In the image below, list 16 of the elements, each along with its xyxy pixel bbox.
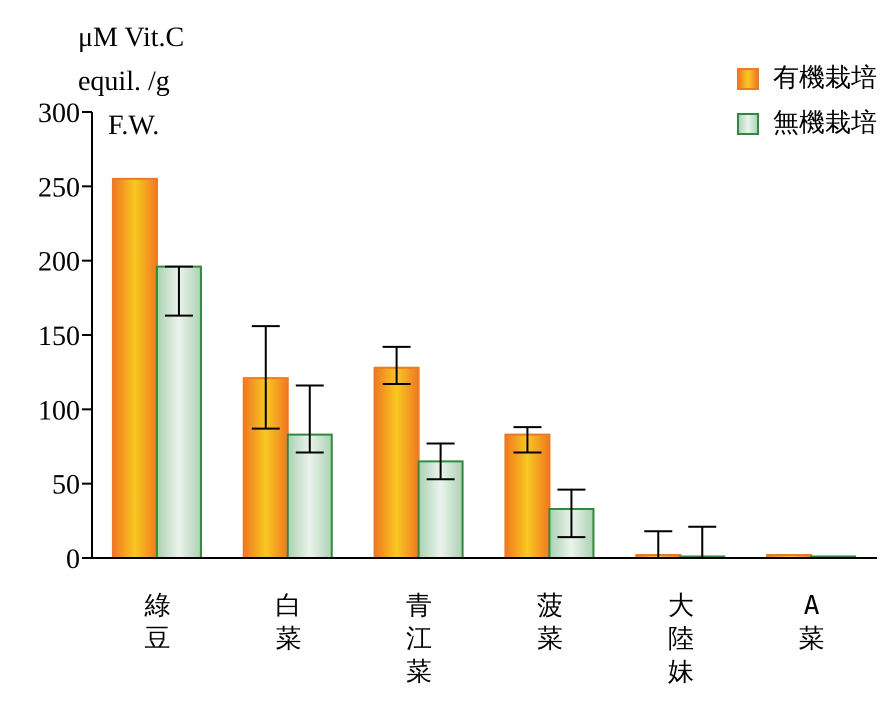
legend-label: 有機栽培	[773, 62, 877, 95]
y-tick-label: 50	[52, 470, 80, 501]
y-tick-label: 0	[66, 544, 80, 575]
y-tick-label: 100	[38, 395, 80, 426]
y-tick-label: 150	[38, 320, 80, 352]
y-tick-label: 250	[38, 172, 80, 204]
y-tick-label: 300	[38, 98, 80, 129]
x-tick-label: 菠菜	[536, 591, 563, 654]
x-tick-label: 大陸妹	[668, 591, 694, 687]
x-tick-label: 白菜	[275, 591, 302, 654]
x-tick-label: A菜	[798, 591, 825, 654]
x-tick-label: 青江菜	[406, 591, 432, 687]
y-tick-label: 200	[38, 246, 80, 278]
legend-label: 無機栽培	[773, 107, 877, 140]
x-tick-label: 綠豆	[143, 591, 170, 654]
y-axis-title: μM Vit.C equil. /g F.W.	[78, 21, 184, 141]
